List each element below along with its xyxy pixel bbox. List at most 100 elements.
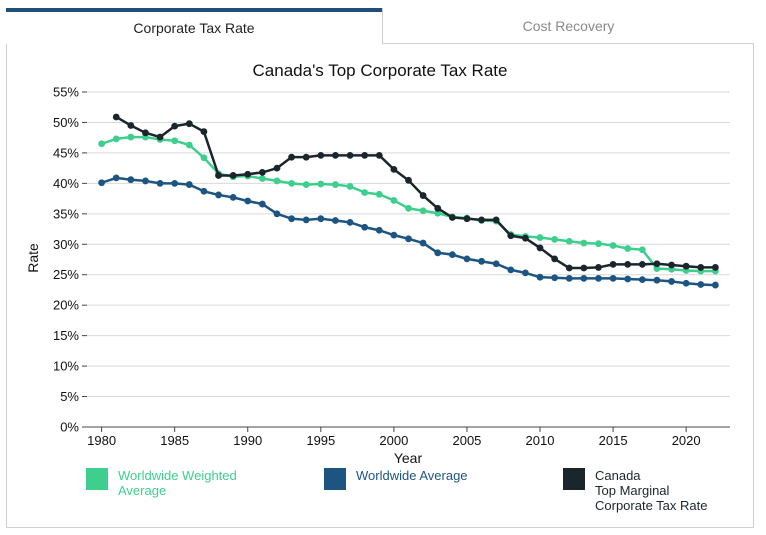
data-point-canada[interactable] — [185, 120, 193, 128]
data-point-worldwide-average[interactable] — [638, 276, 646, 283]
data-point-weighted-average[interactable] — [273, 177, 281, 185]
data-point-weighted-average[interactable] — [112, 135, 120, 143]
data-point-canada[interactable] — [375, 151, 383, 159]
data-point-worldwide-average[interactable] — [258, 200, 266, 208]
legend-canada[interactable]: Canada Top Marginal Corporate Tax Rate — [563, 468, 708, 513]
data-point-weighted-average[interactable] — [302, 181, 310, 188]
data-point-canada[interactable] — [127, 122, 135, 129]
data-point-worldwide-average[interactable] — [580, 274, 588, 282]
data-point-worldwide-average[interactable] — [361, 223, 369, 231]
tab-corporate-tax-rate[interactable]: Corporate Tax Rate — [6, 8, 382, 44]
data-point-canada[interactable] — [697, 264, 705, 271]
data-point-canada[interactable] — [434, 204, 442, 212]
data-point-canada[interactable] — [229, 172, 237, 179]
data-point-canada[interactable] — [463, 215, 471, 223]
data-point-weighted-average[interactable] — [565, 237, 573, 245]
data-point-canada[interactable] — [609, 260, 617, 268]
data-point-canada[interactable] — [302, 153, 310, 161]
data-point-canada[interactable] — [200, 128, 208, 135]
data-point-worldwide-average[interactable] — [375, 226, 383, 234]
data-point-worldwide-average[interactable] — [332, 217, 339, 224]
data-point-weighted-average[interactable] — [653, 265, 661, 273]
data-point-weighted-average[interactable] — [434, 209, 442, 217]
data-point-worldwide-average[interactable] — [273, 210, 281, 218]
data-point-worldwide-average[interactable] — [142, 177, 149, 185]
data-point-canada[interactable] — [390, 165, 398, 173]
data-point-canada[interactable] — [405, 176, 412, 184]
data-point-weighted-average[interactable] — [536, 234, 544, 241]
data-point-weighted-average[interactable] — [317, 180, 325, 188]
data-point-weighted-average[interactable] — [375, 190, 383, 198]
data-point-canada[interactable] — [419, 192, 427, 199]
data-point-weighted-average[interactable] — [595, 240, 602, 248]
data-point-canada[interactable] — [668, 261, 675, 269]
data-point-worldwide-average[interactable] — [478, 257, 485, 265]
data-point-worldwide-average[interactable] — [156, 179, 164, 187]
data-point-worldwide-average[interactable] — [302, 216, 310, 224]
data-point-worldwide-average[interactable] — [419, 239, 427, 247]
data-point-canada[interactable] — [112, 113, 120, 121]
legend-worldwide-average[interactable]: Worldwide Average — [324, 468, 468, 490]
data-point-worldwide-average[interactable] — [609, 274, 617, 282]
data-point-weighted-average[interactable] — [127, 133, 135, 141]
data-point-worldwide-average[interactable] — [171, 179, 179, 187]
data-point-canada[interactable] — [171, 122, 179, 130]
data-point-weighted-average[interactable] — [361, 189, 369, 196]
data-point-worldwide-average[interactable] — [536, 273, 544, 281]
data-point-worldwide-average[interactable] — [185, 181, 193, 188]
tab-cost-recovery[interactable]: Cost Recovery — [382, 8, 754, 44]
data-point-canada[interactable] — [478, 216, 485, 224]
data-point-canada[interactable] — [653, 260, 661, 268]
data-point-canada[interactable] — [595, 264, 602, 271]
data-point-canada[interactable] — [638, 260, 646, 268]
data-point-weighted-average[interactable] — [638, 246, 646, 254]
data-point-worldwide-average[interactable] — [434, 249, 442, 257]
data-point-canada[interactable] — [273, 164, 281, 172]
data-point-canada[interactable] — [346, 151, 354, 159]
data-point-canada[interactable] — [244, 170, 252, 178]
data-point-worldwide-average[interactable] — [653, 276, 661, 284]
data-point-worldwide-average[interactable] — [317, 215, 325, 223]
data-point-canada[interactable] — [522, 234, 529, 242]
data-point-worldwide-average[interactable] — [288, 215, 295, 223]
data-point-weighted-average[interactable] — [258, 175, 266, 182]
data-point-canada[interactable] — [288, 153, 295, 161]
data-point-worldwide-average[interactable] — [112, 174, 120, 182]
data-point-worldwide-average[interactable] — [492, 260, 500, 268]
data-point-weighted-average[interactable] — [332, 181, 339, 188]
data-point-worldwide-average[interactable] — [244, 197, 252, 205]
legend-weighted-average[interactable]: Worldwide Weighted Average — [86, 468, 268, 498]
data-point-canada[interactable] — [215, 172, 222, 179]
data-point-worldwide-average[interactable] — [697, 281, 705, 288]
data-point-worldwide-average[interactable] — [127, 176, 135, 184]
data-point-weighted-average[interactable] — [580, 239, 588, 247]
data-point-weighted-average[interactable] — [288, 179, 295, 187]
data-point-worldwide-average[interactable] — [522, 269, 529, 277]
data-point-weighted-average[interactable] — [609, 242, 617, 249]
data-point-worldwide-average[interactable] — [682, 279, 690, 287]
data-point-worldwide-average[interactable] — [668, 278, 675, 285]
data-point-worldwide-average[interactable] — [565, 274, 573, 282]
data-point-worldwide-average[interactable] — [595, 274, 602, 282]
data-point-canada[interactable] — [565, 264, 573, 272]
data-point-weighted-average[interactable] — [185, 141, 193, 149]
data-point-canada[interactable] — [507, 232, 515, 240]
data-point-canada[interactable] — [142, 129, 149, 137]
data-point-worldwide-average[interactable] — [624, 275, 632, 283]
data-point-canada[interactable] — [332, 151, 339, 159]
data-point-worldwide-average[interactable] — [200, 187, 208, 195]
data-point-worldwide-average[interactable] — [390, 231, 398, 239]
data-point-weighted-average[interactable] — [551, 236, 559, 243]
data-point-weighted-average[interactable] — [624, 245, 632, 252]
data-point-weighted-average[interactable] — [98, 140, 106, 148]
data-point-canada[interactable] — [317, 151, 325, 159]
data-point-worldwide-average[interactable] — [463, 255, 471, 263]
data-point-weighted-average[interactable] — [419, 207, 427, 215]
data-point-worldwide-average[interactable] — [215, 191, 222, 199]
data-point-canada[interactable] — [580, 264, 588, 272]
data-point-canada[interactable] — [624, 260, 632, 268]
data-point-canada[interactable] — [258, 169, 266, 176]
data-point-weighted-average[interactable] — [405, 204, 412, 212]
data-point-worldwide-average[interactable] — [346, 218, 354, 226]
data-point-worldwide-average[interactable] — [405, 235, 412, 243]
